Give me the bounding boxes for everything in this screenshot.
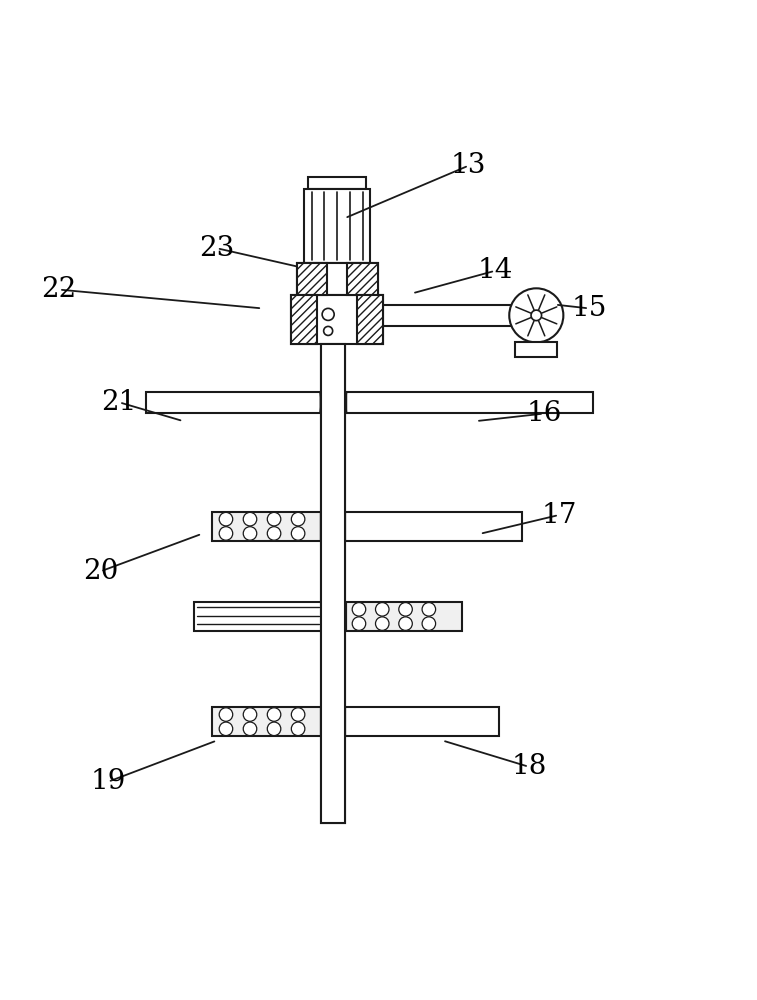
Circle shape bbox=[509, 288, 563, 342]
Text: 18: 18 bbox=[511, 753, 547, 780]
Bar bbox=[304, 189, 370, 263]
Bar bbox=[516, 342, 556, 357]
Circle shape bbox=[243, 708, 257, 721]
Circle shape bbox=[291, 708, 305, 721]
Text: 17: 17 bbox=[541, 502, 577, 529]
Text: 15: 15 bbox=[572, 295, 606, 322]
Circle shape bbox=[531, 310, 541, 321]
Circle shape bbox=[220, 722, 232, 736]
Circle shape bbox=[220, 527, 232, 540]
Bar bbox=[194, 602, 322, 631]
Circle shape bbox=[399, 603, 413, 616]
Circle shape bbox=[220, 708, 232, 721]
Circle shape bbox=[291, 527, 305, 540]
Text: 14: 14 bbox=[477, 257, 512, 284]
Polygon shape bbox=[322, 602, 338, 631]
Text: 23: 23 bbox=[199, 235, 235, 262]
Bar bbox=[322, 344, 345, 823]
Bar bbox=[291, 295, 383, 344]
Bar bbox=[345, 602, 462, 631]
Circle shape bbox=[267, 722, 281, 736]
Bar bbox=[145, 392, 322, 413]
Circle shape bbox=[243, 527, 257, 540]
Text: 16: 16 bbox=[526, 400, 562, 427]
Bar bbox=[297, 263, 328, 295]
Circle shape bbox=[352, 617, 366, 630]
Circle shape bbox=[422, 617, 435, 630]
Circle shape bbox=[267, 527, 281, 540]
Circle shape bbox=[243, 722, 257, 736]
Bar bbox=[308, 177, 366, 189]
Bar bbox=[383, 305, 518, 326]
Bar bbox=[322, 344, 345, 823]
Text: 13: 13 bbox=[451, 152, 486, 179]
Circle shape bbox=[422, 603, 435, 616]
Circle shape bbox=[291, 722, 305, 736]
Circle shape bbox=[324, 326, 332, 335]
Circle shape bbox=[399, 617, 413, 630]
Circle shape bbox=[220, 512, 232, 526]
Circle shape bbox=[291, 512, 305, 526]
Text: 20: 20 bbox=[83, 558, 118, 585]
Bar bbox=[213, 512, 322, 541]
Bar bbox=[345, 707, 500, 736]
Bar bbox=[345, 392, 593, 413]
Text: 19: 19 bbox=[90, 768, 126, 795]
Circle shape bbox=[322, 308, 334, 320]
Bar bbox=[357, 295, 383, 344]
Circle shape bbox=[267, 708, 281, 721]
Bar bbox=[345, 512, 522, 541]
Text: 21: 21 bbox=[101, 389, 137, 416]
Bar bbox=[291, 295, 317, 344]
Bar bbox=[347, 263, 378, 295]
Text: 22: 22 bbox=[42, 276, 76, 303]
Circle shape bbox=[243, 512, 257, 526]
Bar bbox=[297, 263, 378, 295]
Circle shape bbox=[375, 603, 389, 616]
Bar bbox=[213, 707, 322, 736]
Circle shape bbox=[375, 617, 389, 630]
Circle shape bbox=[267, 512, 281, 526]
Circle shape bbox=[352, 603, 366, 616]
